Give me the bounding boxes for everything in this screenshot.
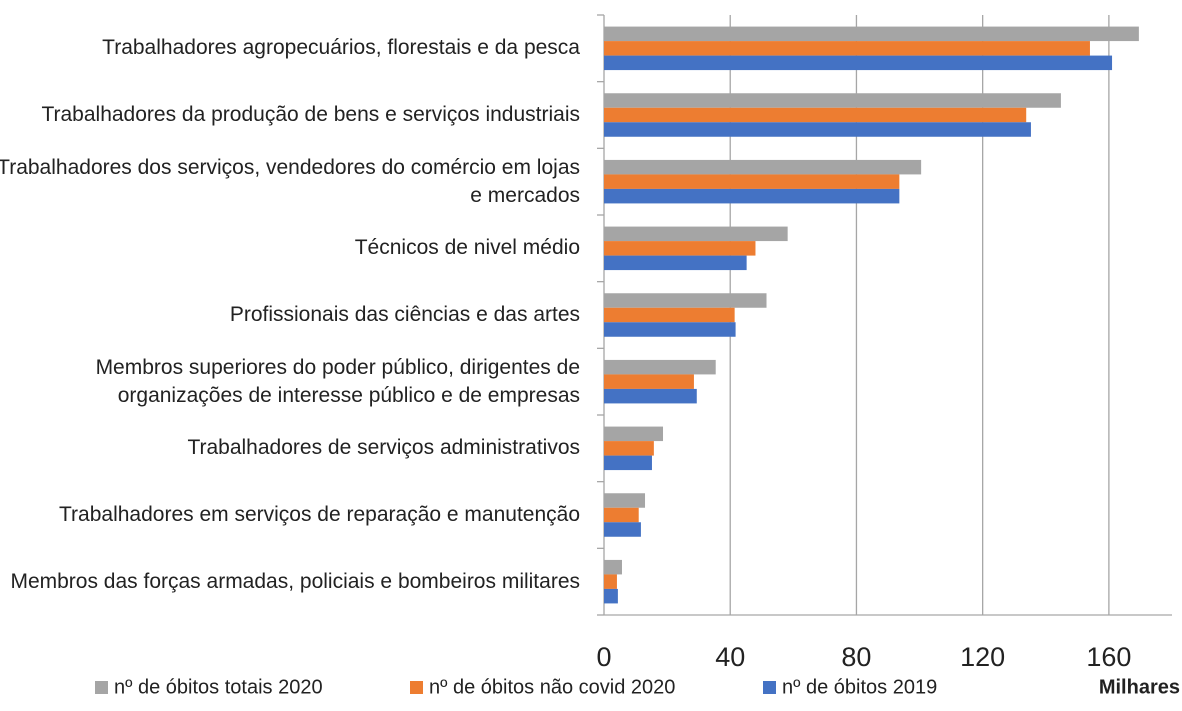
bar [604, 188, 900, 204]
x-tick-label: 120 [960, 642, 1005, 672]
legend-item: nº de óbitos 2019 [763, 676, 937, 698]
bar [604, 174, 900, 189]
bar [604, 93, 1061, 108]
bar [604, 522, 641, 537]
bar [604, 241, 756, 256]
bar [604, 426, 664, 442]
legend-swatch [95, 681, 108, 694]
legend-swatch [763, 681, 776, 694]
y-tick-label: Trabalhadores em serviços de reparação e… [58, 503, 580, 526]
legend-label: nº de óbitos 2019 [782, 676, 937, 698]
y-tick-label: Membros das forças armadas, policiais e … [10, 569, 580, 593]
legend-swatch [410, 681, 423, 694]
x-tick-label: 40 [715, 642, 745, 672]
y-tick-label: Trabalhadores da produção de bens e serv… [41, 103, 580, 126]
bar [604, 255, 747, 271]
x-tick-label: 0 [596, 642, 611, 672]
x-axis-title: Milhares [1099, 676, 1180, 698]
bar [604, 493, 646, 508]
bar [604, 388, 697, 404]
bar [604, 307, 735, 323]
bar [604, 507, 639, 523]
bar [604, 559, 622, 575]
legend-item: nº de óbitos totais 2020 [95, 676, 323, 698]
bar [604, 441, 654, 456]
bar [604, 293, 767, 308]
bar [604, 26, 1139, 42]
bar [604, 588, 618, 604]
y-tick-label: Trabalhadores dos serviços, vendedores d… [0, 155, 580, 207]
bar [604, 55, 1113, 71]
x-tick-label: 160 [1086, 642, 1131, 672]
y-tick-label: Técnicos de nivel médio [354, 236, 580, 260]
bar [604, 41, 1090, 56]
bar [604, 226, 788, 242]
bar [604, 107, 1027, 123]
bar [604, 455, 652, 471]
bar [604, 374, 694, 389]
bar [604, 322, 736, 337]
y-tick-label: Membros superiores do poder público, dir… [95, 355, 580, 407]
legend-item: nº de óbitos não covid 2020 [410, 676, 675, 698]
bar [604, 359, 716, 375]
x-tick-label: 80 [841, 642, 871, 672]
legend-label: nº de óbitos não covid 2020 [429, 676, 675, 698]
legend-label: nº de óbitos totais 2020 [114, 676, 323, 698]
y-tick-label: Trabalhadores agropecuários, florestais … [102, 36, 580, 60]
y-tick-label: Profissionais das ciências e das artes [229, 303, 580, 326]
y-tick-label: Trabalhadores de serviços administrativo… [187, 436, 580, 460]
bar [604, 122, 1031, 137]
bar [604, 574, 617, 589]
bar [604, 159, 922, 175]
